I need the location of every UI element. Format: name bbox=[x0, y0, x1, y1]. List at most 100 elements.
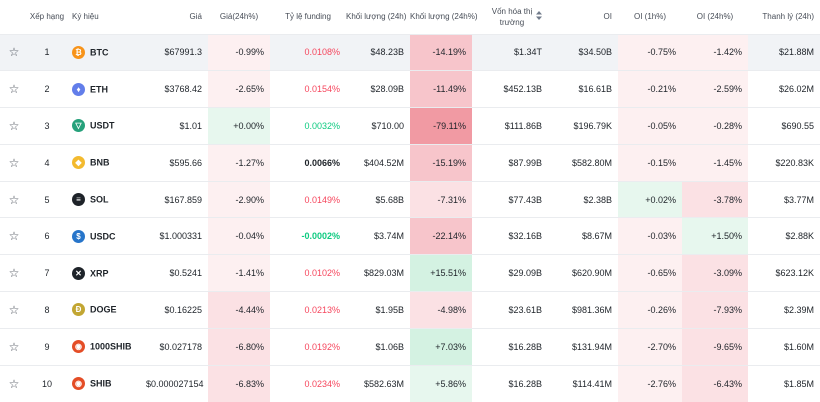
oi-cell: $8.67M bbox=[581, 231, 612, 242]
liquidation-cell: $2.39M bbox=[783, 304, 814, 315]
funding-rate-cell: 0.0213% bbox=[304, 304, 340, 315]
symbol-cell[interactable]: ≡ SOL bbox=[66, 181, 146, 218]
funding-rate-cell: -0.0002% bbox=[301, 231, 340, 242]
price-header[interactable]: Giá bbox=[189, 12, 202, 22]
price-change-cell: -0.04% bbox=[208, 217, 270, 255]
price-cell: $0.000027154 bbox=[146, 378, 204, 389]
symbol-label: XRP bbox=[90, 268, 109, 279]
price-cell: $167.859 bbox=[164, 194, 202, 205]
price-cell: $1.000331 bbox=[159, 231, 202, 242]
favorite-star-icon[interactable]: ☆ bbox=[8, 155, 20, 170]
oi-cell: $34.50B bbox=[578, 47, 612, 58]
oi-cell: $2.38B bbox=[583, 194, 612, 205]
favorite-star-icon[interactable]: ☆ bbox=[8, 45, 20, 60]
ethereum-icon: ♦ bbox=[72, 82, 85, 96]
oi-cell: $620.90M bbox=[571, 268, 612, 279]
table-row[interactable]: ☆ 1 ₿ BTC $67991.3 -0.99% 0.0108% $48.23B -14.19… bbox=[0, 34, 820, 71]
price-change-cell: -2.90% bbox=[208, 181, 270, 218]
market-cap-header[interactable]: Vốn hóa thị trường bbox=[472, 0, 548, 34]
table-row[interactable]: ☆ 9 ◉ 1000SHIB $0.027178 -6.80% 0.0192% $1.06B +… bbox=[0, 328, 820, 366]
price-change-cell: -2.65% bbox=[208, 70, 270, 108]
rank-header[interactable]: Xếp hạng bbox=[29, 12, 65, 22]
symbol-cell[interactable]: ♦ ETH bbox=[66, 71, 146, 108]
oi-cell: $981.36M bbox=[571, 304, 612, 315]
table-row[interactable]: ☆ 4 ◆ BNB $595.66 -1.27% 0.0066% $404.52M -15.19… bbox=[0, 144, 820, 182]
volume-cell: $829.03M bbox=[363, 268, 404, 279]
liquidation-cell: $1.60M bbox=[783, 341, 814, 352]
favorite-star-icon[interactable]: ☆ bbox=[8, 192, 20, 207]
funding-rate-cell: 0.0149% bbox=[304, 194, 340, 205]
rank-cell: 2 bbox=[44, 84, 50, 95]
symbol-cell[interactable]: Ð DOGE bbox=[66, 292, 146, 329]
favorite-star-icon[interactable]: ☆ bbox=[8, 376, 20, 391]
price-change-cell: -4.44% bbox=[208, 291, 270, 329]
market-cap-cell: $16.28B bbox=[508, 378, 542, 389]
oi-24h-cell: -6.43% bbox=[682, 365, 748, 402]
volume-change-cell: -15.19% bbox=[410, 144, 472, 182]
symbol-label: DOGE bbox=[90, 304, 117, 315]
solana-icon: ≡ bbox=[72, 193, 85, 207]
favorite-star-icon[interactable]: ☆ bbox=[8, 302, 20, 317]
favorite-star-icon[interactable]: ☆ bbox=[8, 266, 20, 281]
symbol-cell[interactable]: ▽ USDT bbox=[66, 108, 146, 145]
price-cell: $67991.3 bbox=[164, 47, 202, 58]
symbol-header[interactable]: Ký hiệu bbox=[72, 12, 99, 22]
market-cap-cell: $29.09B bbox=[508, 268, 542, 279]
symbol-cell[interactable]: ◆ BNB bbox=[66, 144, 146, 181]
table-row[interactable]: ☆ 3 ▽ USDT $1.01 +0.00% 0.0032% $710.00 -79.11% $… bbox=[0, 107, 820, 145]
shiba-icon: ◉ bbox=[72, 340, 85, 354]
volume-cell: $1.95B bbox=[375, 304, 404, 315]
oi-1h-header[interactable]: OI (1h%) bbox=[633, 12, 666, 22]
volume-change-cell: -4.98% bbox=[410, 291, 472, 329]
oi-1h-cell: -2.76% bbox=[618, 365, 682, 402]
favorite-star-icon[interactable]: ☆ bbox=[8, 82, 20, 97]
volume-header[interactable]: Khối lượng (24h) bbox=[346, 12, 407, 22]
volume-change-cell: -7.31% bbox=[410, 181, 472, 218]
table-row[interactable]: ☆ 5 ≡ SOL $167.859 -2.90% 0.0149% $5.68B -7.31% $… bbox=[0, 181, 820, 218]
symbol-cell[interactable]: ✕ XRP bbox=[66, 255, 146, 292]
market-cap-cell: $452.13B bbox=[503, 84, 542, 95]
rank-cell: 10 bbox=[41, 378, 52, 389]
favorite-star-icon[interactable]: ☆ bbox=[8, 229, 20, 244]
sort-arrows-icon[interactable] bbox=[536, 11, 542, 22]
favorite-star-icon[interactable]: ☆ bbox=[8, 118, 20, 133]
rank-cell: 8 bbox=[44, 304, 50, 315]
table-row[interactable]: ☆ 6 $ USDC $1.000331 -0.04% -0.0002% $3.74M -22.… bbox=[0, 217, 820, 255]
table-row[interactable]: ☆ 8 Ð DOGE $0.16225 -4.44% 0.0213% $1.95B -4.98%… bbox=[0, 291, 820, 329]
favorite-star-icon[interactable]: ☆ bbox=[8, 339, 20, 354]
rank-cell: 9 bbox=[44, 341, 50, 352]
rank-cell: 3 bbox=[44, 120, 50, 131]
oi-cell: $196.79K bbox=[573, 120, 612, 131]
liquidation-cell: $623.12K bbox=[775, 268, 814, 279]
table-row[interactable]: ☆ 2 ♦ ETH $3768.42 -2.65% 0.0154% $28.09B -11.49… bbox=[0, 70, 820, 108]
symbol-cell[interactable]: ◉ SHIB bbox=[66, 365, 146, 402]
tether-icon: ▽ bbox=[72, 119, 85, 133]
volume-change-header[interactable]: Khối lượng (24h%) bbox=[410, 12, 478, 22]
oi-24h-cell: -0.28% bbox=[682, 107, 748, 145]
price-cell: $595.66 bbox=[169, 157, 202, 168]
oi-1h-cell: -0.15% bbox=[618, 144, 682, 182]
oi-24h-header[interactable]: OI (24h%) bbox=[696, 12, 734, 22]
table-row[interactable]: ☆ 10 ◉ SHIB $0.000027154 -6.83% 0.0234% $582.63… bbox=[0, 365, 820, 402]
price-cell: $0.027178 bbox=[159, 341, 202, 352]
funding-rate-cell: 0.0066% bbox=[304, 157, 340, 168]
oi-header[interactable]: OI bbox=[603, 12, 612, 22]
market-cap-cell: $23.61B bbox=[508, 304, 542, 315]
symbol-cell[interactable]: $ USDC bbox=[66, 218, 146, 255]
volume-cell: $582.63M bbox=[363, 378, 404, 389]
volume-cell: $5.68B bbox=[375, 194, 404, 205]
price-change-header[interactable]: Giá(24h%) bbox=[219, 12, 259, 22]
price-change-cell: +0.00% bbox=[208, 107, 270, 145]
liquidation-header[interactable]: Thanh lý (24h) bbox=[762, 12, 814, 22]
favorite-header bbox=[0, 0, 28, 34]
symbol-cell[interactable]: ◉ 1000SHIB bbox=[66, 328, 146, 365]
funding-header[interactable]: Tỷ lệ funding bbox=[285, 12, 331, 22]
table-row[interactable]: ☆ 7 ✕ XRP $0.5241 -1.41% 0.0102% $829.03M +15.51… bbox=[0, 254, 820, 292]
oi-1h-cell: -0.65% bbox=[618, 254, 682, 292]
price-cell: $3768.42 bbox=[164, 84, 202, 95]
oi-24h-cell: -1.42% bbox=[682, 34, 748, 71]
volume-cell: $710.00 bbox=[371, 120, 404, 131]
symbol-cell[interactable]: ₿ BTC bbox=[66, 34, 146, 71]
liquidation-cell: $2.88K bbox=[785, 231, 814, 242]
liquidation-cell: $21.88M bbox=[778, 47, 814, 58]
